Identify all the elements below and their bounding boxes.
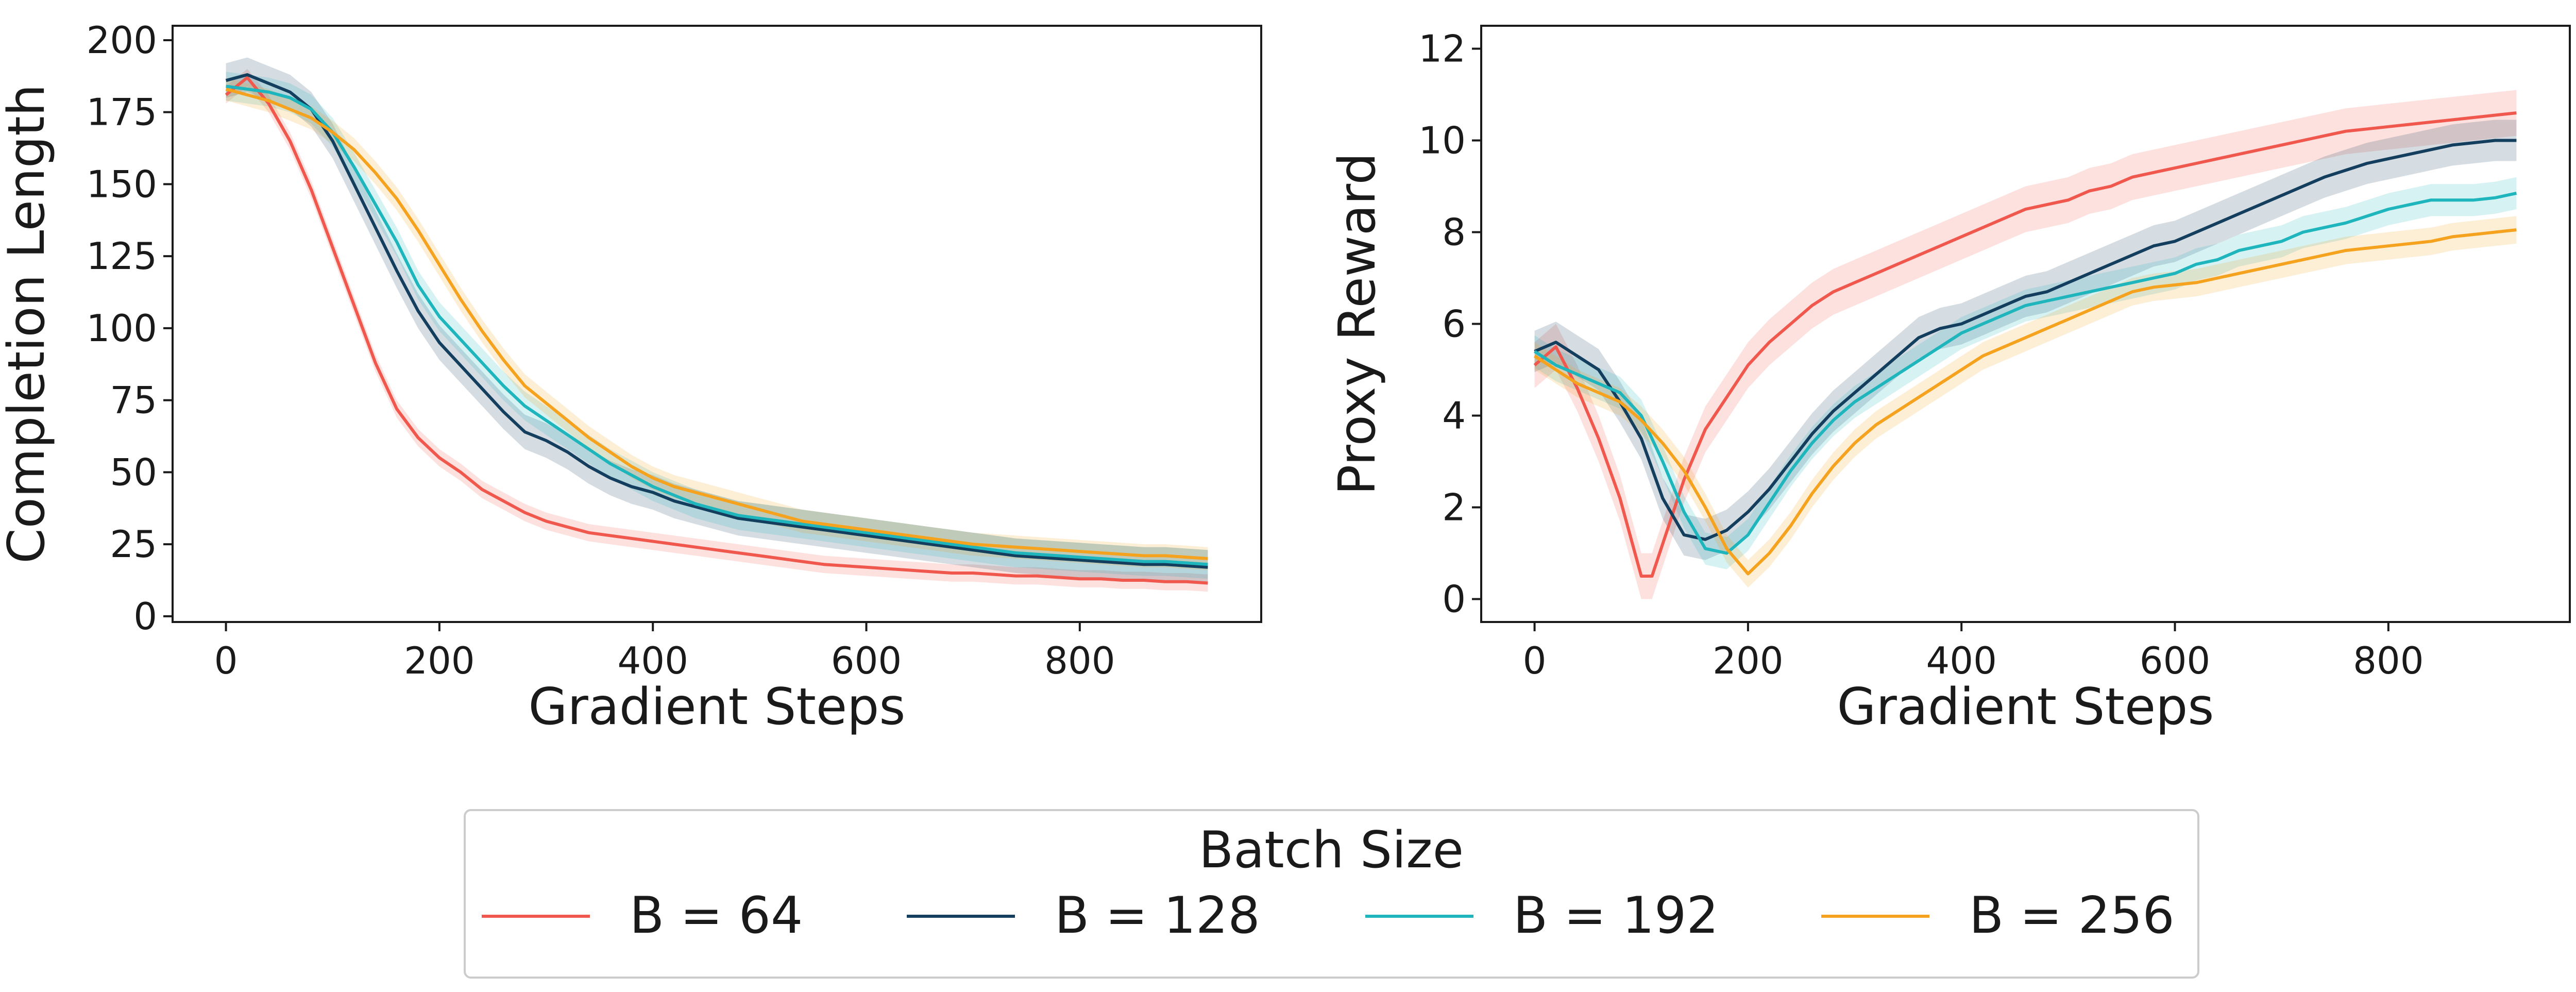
proxy-reward-line-b256 <box>1533 228 2517 576</box>
completion-length-x-tick-label: 200 <box>404 639 474 682</box>
completion-length-y-tick-label: 25 <box>110 523 157 566</box>
proxy-reward-y-tick-label: 2 <box>1442 486 1466 529</box>
proxy-reward-y-ticks: 0 2 4 6 8 10 12 <box>1418 27 1481 621</box>
completion-length-band-b256 <box>226 77 1208 570</box>
proxy-reward-x-tick-label: 400 <box>1926 639 1996 682</box>
proxy-reward-y-tick-label: 6 <box>1442 302 1466 346</box>
completion-length-y-axis-label: Completion Length <box>0 84 56 563</box>
proxy-reward-y-tick-label: 4 <box>1442 394 1466 438</box>
legend-label-b256: B = 256 <box>1969 886 2175 945</box>
proxy-reward-x-tick-label: 800 <box>2353 639 2424 682</box>
proxy-reward-bands <box>1534 90 2517 599</box>
proxy-reward-x-ticks: 0 200 400 600 800 <box>1523 622 2424 682</box>
completion-length-chart: 0 200 400 600 800 0 25 50 75 100 125 150 175 200 Gra… <box>0 19 1262 736</box>
proxy-reward-x-tick-label: 0 <box>1523 639 1547 682</box>
completion-length-x-ticks: 0 200 400 600 800 <box>214 622 1115 682</box>
completion-length-x-axis-label: Gradient Steps <box>529 678 906 736</box>
completion-length-y-tick-label: 175 <box>87 91 157 134</box>
proxy-reward-y-tick-label: 0 <box>1442 578 1466 621</box>
completion-length-y-ticks: 0 25 50 75 100 125 150 175 200 <box>87 19 173 638</box>
proxy-reward-y-tick-label: 10 <box>1418 119 1466 162</box>
proxy-reward-line-b64 <box>1533 111 2517 578</box>
completion-length-y-tick-label: 125 <box>87 234 157 278</box>
proxy-reward-x-axis-label: Gradient Steps <box>1837 678 2214 736</box>
completion-length-y-tick-label: 0 <box>133 595 157 638</box>
proxy-reward-band-b256 <box>1534 216 2517 588</box>
completion-length-line-b64 <box>225 76 1208 585</box>
completion-length-band-b128 <box>226 57 1208 585</box>
legend-label-b64: B = 64 <box>630 886 803 945</box>
legend-entries: B = 64 B = 128 B = 192 B = 256 <box>482 886 2175 945</box>
completion-length-plot-frame <box>172 25 1262 623</box>
proxy-reward-lines <box>1533 111 2517 578</box>
completion-length-y-tick-label: 75 <box>110 379 157 422</box>
completion-length-x-tick-label: 600 <box>831 639 902 682</box>
completion-length-x-tick-label: 800 <box>1044 639 1115 682</box>
proxy-reward-band-b192 <box>1534 177 2517 569</box>
legend-label-b128: B = 128 <box>1055 886 1260 945</box>
proxy-reward-chart: 0 200 400 600 800 0 2 4 6 8 10 12 Gradient Steps P… <box>1328 25 2571 736</box>
proxy-reward-y-tick-label: 8 <box>1442 211 1466 254</box>
legend: Batch Size B = 64 B = 128 B = 192 B = 256 <box>464 809 2199 979</box>
proxy-reward-x-tick-label: 600 <box>2140 639 2210 682</box>
proxy-reward-y-tick-label: 12 <box>1418 27 1466 71</box>
proxy-reward-band-b128 <box>1534 120 2517 560</box>
proxy-reward-y-axis-label: Proxy Reward <box>1328 153 1387 495</box>
completion-length-x-tick-label: 0 <box>214 639 238 682</box>
completion-length-line-b192 <box>226 85 1208 566</box>
legend-label-b192: B = 192 <box>1513 886 1719 945</box>
proxy-reward-x-tick-label: 200 <box>1713 639 1783 682</box>
completion-length-y-tick-label: 50 <box>110 450 157 494</box>
completion-length-line-b128 <box>225 73 1208 569</box>
proxy-reward-line-b192 <box>1533 191 2517 555</box>
completion-length-y-tick-label: 100 <box>87 307 157 350</box>
completion-length-y-tick-label: 200 <box>87 19 157 62</box>
completion-length-x-tick-label: 400 <box>617 639 688 682</box>
legend-box <box>464 809 2199 979</box>
completion-length-y-tick-label: 150 <box>87 162 157 206</box>
completion-length-lines <box>225 73 1208 585</box>
completion-length-line-b256 <box>225 88 1208 560</box>
legend-title: Batch Size <box>1199 821 1464 880</box>
